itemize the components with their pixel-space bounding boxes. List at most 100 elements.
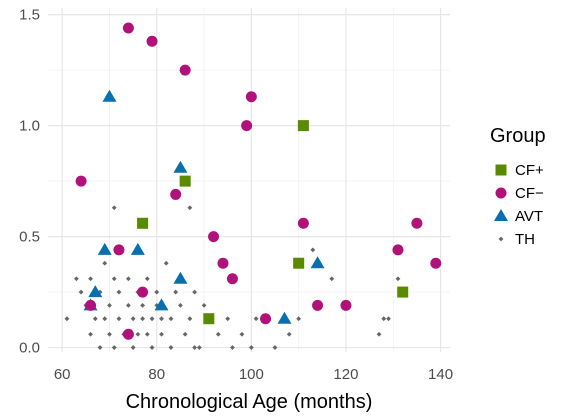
data-point-circle [122, 328, 134, 340]
data-point-diamond [230, 345, 235, 350]
data-point-diamond [140, 302, 145, 308]
data-point-diamond [107, 331, 112, 337]
data-point-circle [75, 175, 87, 187]
data-point-diamond [296, 316, 302, 322]
data-point-diamond [111, 276, 117, 282]
data-point-diamond [111, 205, 117, 211]
legend-title: Group [490, 125, 546, 147]
data-points [64, 22, 442, 350]
data-point-circle [392, 244, 404, 256]
data-point-diamond [102, 316, 108, 322]
data-point-diamond [381, 316, 387, 322]
y-tick-label: 0.5 [19, 229, 40, 246]
data-point-diamond [73, 276, 79, 282]
data-point-diamond [130, 345, 136, 350]
data-point-diamond [144, 331, 150, 337]
data-point-diamond [187, 205, 193, 211]
data-point-diamond [376, 331, 382, 337]
data-point-diamond [88, 276, 93, 282]
legend-label: CF− [515, 185, 544, 202]
data-point-circle [113, 244, 125, 256]
data-point-diamond [225, 316, 231, 322]
data-point-diamond [92, 316, 98, 322]
legend-key-triangle [494, 209, 508, 221]
data-point-diamond [168, 345, 174, 350]
data-point-triangle [130, 242, 145, 255]
data-point-triangle [173, 160, 188, 173]
legend-item: AVT [494, 208, 543, 225]
legend-key-diamond [498, 236, 504, 242]
y-tick-label: 0.0 [19, 340, 40, 357]
data-point-square [203, 313, 215, 325]
data-point-diamond [196, 345, 202, 350]
data-point-diamond [107, 302, 112, 308]
data-point-circle [122, 22, 134, 34]
data-point-diamond [163, 260, 169, 266]
x-axis-title: Chronological Age (months) [126, 391, 373, 413]
data-point-diamond [386, 316, 391, 322]
data-point-circle [85, 299, 97, 311]
data-point-circle [170, 188, 182, 200]
data-point-diamond [310, 247, 316, 253]
legend-key-square [495, 164, 507, 176]
data-point-diamond [248, 345, 254, 350]
data-point-diamond [178, 302, 183, 308]
data-point-diamond [64, 316, 70, 322]
data-point-diamond [192, 345, 198, 350]
data-point-diamond [154, 289, 160, 295]
data-point-diamond [272, 345, 278, 350]
data-point-diamond [182, 331, 188, 337]
data-point-circle [411, 217, 423, 229]
series-diamond [64, 205, 401, 350]
legend-item: CF− [495, 185, 544, 202]
legend-label: TH [515, 231, 535, 248]
series-circle [75, 22, 442, 340]
data-point-diamond [329, 276, 335, 282]
data-point-square [397, 286, 409, 298]
data-point-diamond [154, 302, 160, 308]
legend-label: CF+ [515, 162, 544, 179]
legend-item: CF+ [495, 162, 544, 179]
data-point-diamond [159, 331, 164, 337]
y-tick-label: 1.0 [19, 118, 40, 135]
data-point-square [179, 175, 191, 187]
data-point-circle [179, 64, 191, 76]
data-point-diamond [215, 331, 221, 337]
data-point-diamond [126, 302, 131, 308]
data-point-triangle [97, 242, 112, 255]
data-point-circle [226, 273, 238, 285]
data-point-circle [137, 286, 149, 298]
data-point-triangle [88, 285, 103, 298]
data-point-circle [146, 35, 158, 47]
x-tick-label: 140 [428, 366, 453, 383]
data-point-diamond [97, 345, 103, 350]
data-point-diamond [395, 276, 401, 282]
x-tick-label: 100 [239, 366, 264, 383]
data-point-circle [245, 91, 257, 103]
data-point-diamond [144, 276, 150, 282]
data-point-diamond [286, 331, 292, 337]
data-point-circle [208, 231, 220, 243]
data-point-diamond [149, 345, 155, 350]
data-point-triangle [173, 271, 188, 284]
data-point-circle [241, 120, 253, 132]
data-point-triangle [102, 89, 117, 102]
x-tick-label: 60 [54, 366, 71, 383]
data-point-triangle [277, 311, 292, 324]
data-point-circle [340, 299, 352, 311]
data-point-triangle [154, 298, 169, 311]
data-point-diamond [111, 345, 117, 350]
data-point-square [297, 120, 309, 132]
data-point-diamond [192, 289, 198, 295]
data-point-square [293, 257, 305, 269]
data-point-diamond [149, 316, 155, 322]
data-point-diamond [116, 316, 122, 322]
data-point-diamond [159, 316, 164, 322]
data-point-diamond [201, 302, 207, 308]
data-point-diamond [239, 331, 245, 337]
axes: 60 80 100 120 140 0.0 0.5 1.0 1.5 [19, 7, 453, 383]
series-square [137, 120, 409, 325]
